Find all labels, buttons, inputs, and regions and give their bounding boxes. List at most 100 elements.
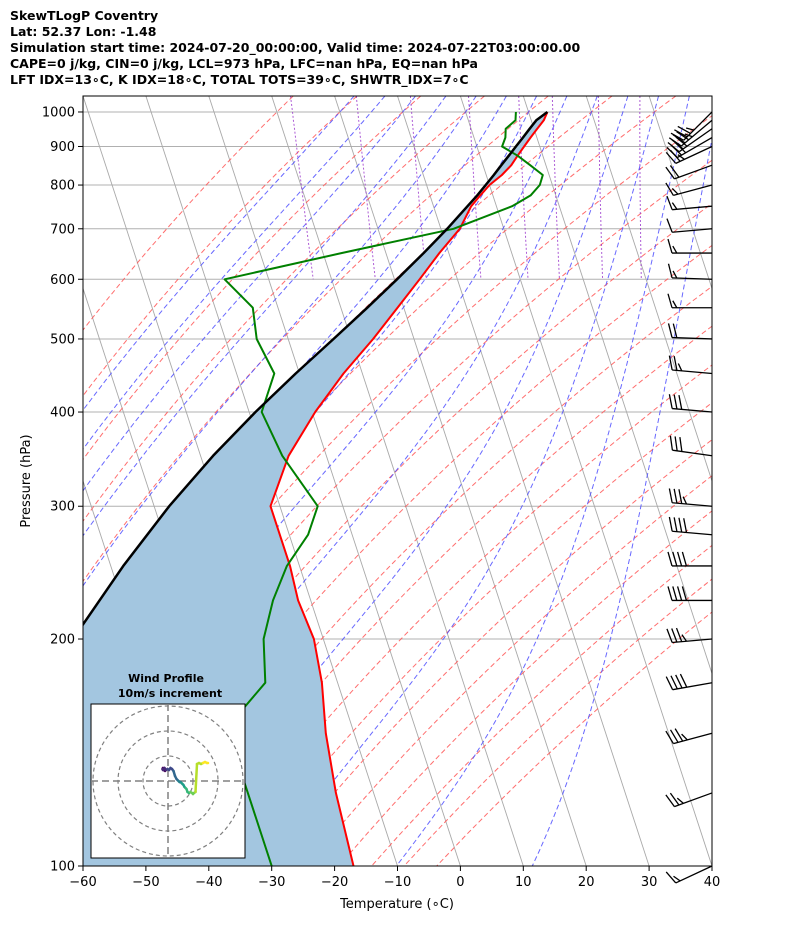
dry-adiabat [306, 475, 712, 866]
barb-feather [665, 182, 674, 196]
barb-feather [673, 355, 678, 371]
parcel-profile [83, 110, 549, 627]
y-tick-label: 100 [50, 860, 75, 875]
barb-feather [669, 165, 680, 178]
y-tick-label: 600 [50, 273, 75, 288]
wind-barb [667, 323, 713, 340]
indices-line-1: CAPE=0 j/kg, CIN=0 j/kg, LCL=973 hPa, LF… [10, 56, 478, 71]
moist-adiabat [83, 96, 477, 587]
moist-adiabat [93, 96, 598, 866]
barb-staff [672, 449, 713, 457]
dry-adiabat [436, 611, 712, 866]
barb-feather [672, 300, 678, 309]
barb-feather [665, 794, 675, 807]
dry-adiabat [83, 96, 358, 397]
barb-staff [672, 369, 713, 375]
hodograph-plot [91, 704, 245, 858]
barb-feather [677, 363, 683, 372]
barb-feather [671, 202, 678, 210]
x-tick-label: −60 [69, 875, 96, 890]
barb-staff [672, 502, 713, 507]
wind-barb [665, 145, 713, 164]
barb-feather [679, 673, 688, 688]
dewpoint-profile [223, 111, 544, 866]
isotherm-line [83, 864, 84, 866]
barb-feather [674, 142, 687, 154]
barb-feather [681, 586, 688, 601]
barb-staff [677, 136, 713, 159]
barb-feather [672, 270, 678, 279]
barb-feather [671, 628, 678, 643]
barb-feather [666, 628, 673, 643]
mixing-ratio-line [355, 96, 376, 280]
wind-barb [666, 218, 713, 233]
barb-feather [675, 136, 688, 147]
barb-feather [668, 355, 673, 371]
barb-feather [677, 125, 691, 135]
x-tick-label: 40 [704, 875, 721, 890]
barb-feather [665, 676, 674, 690]
isotherm-line [271, 96, 524, 866]
dry-adiabat [83, 96, 294, 331]
x-axis: −60 −50 −40 −30 −20 −10 0 10 20 30 40 [69, 866, 720, 890]
wind-barb [668, 355, 713, 375]
barb-feather [675, 627, 683, 642]
barb-feather [666, 195, 673, 210]
dry-adiabat [143, 285, 712, 866]
dry-adiabat [240, 402, 712, 866]
barb-feather [673, 875, 681, 882]
barb-staff [672, 530, 713, 536]
profiles [83, 110, 549, 866]
barb-staff [672, 638, 713, 644]
barb-feather [676, 131, 690, 141]
barb-feather [667, 323, 673, 338]
moist-adiabat [83, 96, 355, 411]
barb-feather [667, 263, 673, 279]
moist-adiabat [266, 96, 660, 866]
barb-feather [676, 551, 683, 567]
barb-feather [665, 166, 675, 180]
barb-feather [681, 551, 688, 567]
mixing-ratio-line [290, 96, 314, 280]
barb-staff [674, 164, 713, 180]
mixing-ratio-line [468, 96, 482, 280]
barb-feather [682, 496, 688, 505]
dry-adiabat [338, 510, 712, 866]
x-tick-label: −20 [321, 875, 348, 890]
dry-adiabat [175, 325, 712, 866]
isotherm-line [334, 96, 587, 866]
chart-title: SkewTLogP Coventry [10, 8, 159, 23]
x-tick-label: −50 [132, 875, 159, 890]
y-tick-label: 800 [50, 179, 75, 194]
barb-staff [680, 119, 713, 147]
y-tick-label: 500 [50, 332, 75, 347]
dry-adiabat [371, 544, 712, 866]
wind-barb [669, 435, 713, 457]
barb-staff [672, 205, 713, 211]
wind-barb [668, 394, 713, 413]
barb-feather [665, 871, 677, 884]
location-line: Lat: 52.37 Lon: -1.48 [10, 24, 157, 39]
barb-staff [683, 111, 713, 141]
barb-feather [674, 436, 678, 451]
wind-barb [666, 195, 713, 211]
indices-line-2: LFT IDX=13∘C, K IDX=18∘C, TOTAL TOTS=39∘… [10, 72, 469, 87]
x-tick-label: −40 [195, 875, 222, 890]
barb-staff [675, 145, 713, 164]
barb-feather [678, 489, 683, 504]
dry-adiabat [83, 96, 485, 523]
barb-feather [672, 245, 678, 254]
isotherm-line [0, 96, 20, 866]
y-tick-label: 700 [50, 222, 75, 237]
moist-adiabat [531, 136, 712, 866]
barb-feather [665, 151, 677, 164]
isotherm-line [648, 96, 712, 290]
barb-feather [671, 187, 679, 195]
barb-feather [672, 551, 678, 567]
barb-feather [677, 154, 685, 160]
hodograph-inset: Wind Profile 10m/s increment [90, 672, 246, 859]
barb-staff [672, 407, 713, 413]
hodograph-subtitle: 10m/s increment [118, 687, 222, 700]
barb-feather [668, 394, 673, 409]
barb-staff [675, 865, 713, 884]
